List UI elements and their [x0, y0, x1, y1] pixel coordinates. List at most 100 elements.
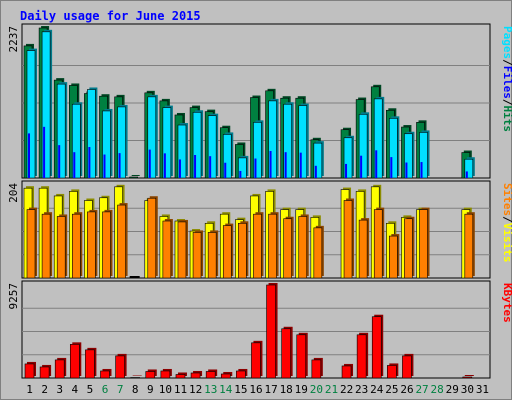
- bar-pages: [253, 120, 264, 179]
- chart-panels: 2237Pages/Files/Hits204Sites/Visits9257K…: [7, 23, 512, 379]
- bar-files: [314, 165, 317, 178]
- bar-files: [405, 162, 408, 178]
- x-tick-label: 23: [355, 383, 368, 396]
- bar-kbytes: [100, 368, 112, 379]
- bar-files: [28, 133, 30, 178]
- bar-pages: [147, 94, 158, 179]
- bar-files: [163, 153, 166, 178]
- bar-sites: [162, 219, 173, 279]
- bar-files: [239, 170, 242, 178]
- bar-kbytes: [175, 372, 187, 379]
- bar-pages: [177, 123, 188, 179]
- bar-sites: [373, 207, 385, 279]
- bar-pages: [41, 29, 53, 179]
- legend-item: /: [501, 59, 512, 66]
- x-tick-label: 20: [310, 383, 323, 396]
- bar-sites: [177, 219, 188, 279]
- x-tick-label: 15: [234, 383, 247, 396]
- bar-sites: [268, 212, 279, 279]
- bar-sites: [419, 207, 430, 279]
- bar-sites: [464, 212, 475, 279]
- bar-kbytes: [39, 364, 52, 379]
- x-tick-label: 31: [476, 383, 489, 396]
- bar-sites: [71, 212, 83, 279]
- bar-pages: [298, 103, 309, 179]
- x-tick-label: 30: [461, 383, 474, 396]
- bar-pages: [87, 87, 98, 179]
- bar-kbytes: [160, 368, 172, 379]
- bar-kbytes: [402, 353, 414, 379]
- x-tick-label: 16: [249, 383, 262, 396]
- y-max-label: 9257: [7, 283, 20, 310]
- bar-kbytes: [145, 369, 157, 379]
- legend-item: KBytes: [501, 283, 512, 323]
- x-axis-ticks: 1 2 3 4 5 6 7 8 9 10 11 12 13 14 15 16 17 18 19 20 21 22 23 24 2…: [26, 383, 489, 396]
- bar-pages: [419, 130, 430, 179]
- x-tick-label: 10: [159, 383, 172, 396]
- x-tick-label: 2: [41, 383, 48, 396]
- bar-files: [420, 162, 423, 178]
- bar-sites: [238, 221, 249, 279]
- bar-files: [299, 152, 302, 178]
- bar-files: [43, 126, 46, 178]
- bar-kbytes: [281, 326, 293, 379]
- x-tick-label: 24: [370, 383, 384, 396]
- bar-sites: [298, 214, 309, 279]
- bar-kbytes: [341, 363, 354, 379]
- x-tick-label: 18: [280, 383, 293, 396]
- bar-files: [224, 162, 227, 178]
- bar-sites: [102, 209, 113, 279]
- bar-files: [178, 159, 181, 178]
- legend-label: KBytes: [501, 283, 512, 323]
- bar-files: [360, 155, 363, 178]
- bar-pages: [389, 116, 400, 179]
- x-tick-label: 5: [87, 383, 94, 396]
- x-tick-label: 11: [174, 383, 187, 396]
- x-tick-label: 4: [72, 383, 79, 396]
- bar-kbytes: [251, 340, 263, 379]
- legend-item: Sites: [501, 183, 512, 216]
- bar-pages: [117, 104, 128, 179]
- bar-sites: [253, 212, 264, 279]
- x-tick-label: 12: [189, 383, 202, 396]
- bar-pages: [222, 132, 234, 179]
- bar-files: [194, 155, 197, 178]
- bar-pages: [404, 131, 415, 179]
- panel-bars: [24, 283, 474, 379]
- bar-files: [269, 151, 272, 178]
- bar-pages: [102, 108, 113, 179]
- bar-visits: [129, 276, 140, 278]
- bar-files: [375, 150, 378, 178]
- bar-kbytes: [24, 361, 36, 379]
- panel-kbytes: 9257 KBytes: [7, 280, 512, 379]
- panel-bars: [23, 184, 475, 279]
- bar-sites: [283, 216, 294, 279]
- panel-bars: [23, 26, 475, 179]
- legend-item: Files: [501, 66, 512, 99]
- legend-label: Pages/Files/Hits: [501, 26, 512, 132]
- legend-item: Pages: [501, 26, 512, 59]
- bar-sites: [26, 207, 37, 279]
- legend-item: /: [501, 216, 512, 223]
- bar-kbytes: [220, 371, 233, 379]
- x-tick-label: 13: [204, 383, 217, 396]
- bar-files: [88, 147, 91, 178]
- bar-sites: [192, 230, 204, 279]
- bar-sites: [343, 198, 355, 279]
- bar-sites: [389, 234, 400, 279]
- bar-kbytes: [266, 283, 278, 379]
- bar-kbytes: [54, 357, 67, 379]
- bar-files: [209, 156, 212, 178]
- bar-pages: [207, 113, 219, 179]
- x-tick-label: 9: [147, 383, 154, 396]
- bar-sites: [41, 212, 53, 279]
- bar-pages: [268, 98, 279, 179]
- bar-sites: [222, 223, 234, 279]
- bar-kbytes: [190, 370, 203, 379]
- bar-sites: [207, 230, 219, 279]
- bar-kbytes: [371, 314, 384, 379]
- x-tick-label: 19: [295, 383, 308, 396]
- bar-files: [73, 152, 76, 178]
- x-tick-label: 7: [117, 383, 124, 396]
